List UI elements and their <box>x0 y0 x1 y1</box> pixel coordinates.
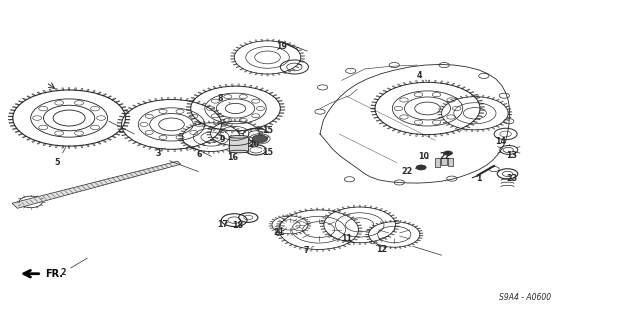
Text: 22: 22 <box>401 167 416 176</box>
Ellipse shape <box>229 150 248 153</box>
Text: 17: 17 <box>217 220 228 229</box>
Text: 21: 21 <box>273 228 285 237</box>
Text: 3: 3 <box>156 148 165 158</box>
Text: S9A4 - A0600: S9A4 - A0600 <box>499 293 551 302</box>
Text: 9: 9 <box>220 135 232 144</box>
Text: 2: 2 <box>60 258 87 277</box>
Text: 4: 4 <box>417 71 427 81</box>
Text: 15: 15 <box>262 126 273 135</box>
Text: 6: 6 <box>197 148 207 159</box>
Text: FR.: FR. <box>45 269 63 279</box>
Bar <box>448 158 453 166</box>
Text: 20: 20 <box>248 140 259 149</box>
Text: 14: 14 <box>495 137 506 146</box>
Text: 23: 23 <box>506 174 518 183</box>
Text: 12: 12 <box>376 245 387 254</box>
Bar <box>435 158 440 167</box>
Text: 10: 10 <box>418 152 429 161</box>
Text: 13: 13 <box>506 151 518 160</box>
Polygon shape <box>12 161 181 208</box>
Text: 1: 1 <box>476 174 481 183</box>
Circle shape <box>252 135 268 143</box>
Text: 15: 15 <box>262 148 273 157</box>
Text: 19: 19 <box>276 42 287 51</box>
Text: 18: 18 <box>232 221 244 230</box>
Ellipse shape <box>229 136 248 138</box>
Bar <box>229 137 248 152</box>
Text: 8: 8 <box>218 94 230 103</box>
Text: 5: 5 <box>55 147 66 167</box>
Bar <box>441 158 447 165</box>
Text: 16: 16 <box>227 153 238 162</box>
Text: 7: 7 <box>303 246 314 255</box>
Text: 22: 22 <box>440 152 451 161</box>
Circle shape <box>444 151 452 155</box>
Circle shape <box>416 165 426 170</box>
Text: 11: 11 <box>341 234 353 243</box>
